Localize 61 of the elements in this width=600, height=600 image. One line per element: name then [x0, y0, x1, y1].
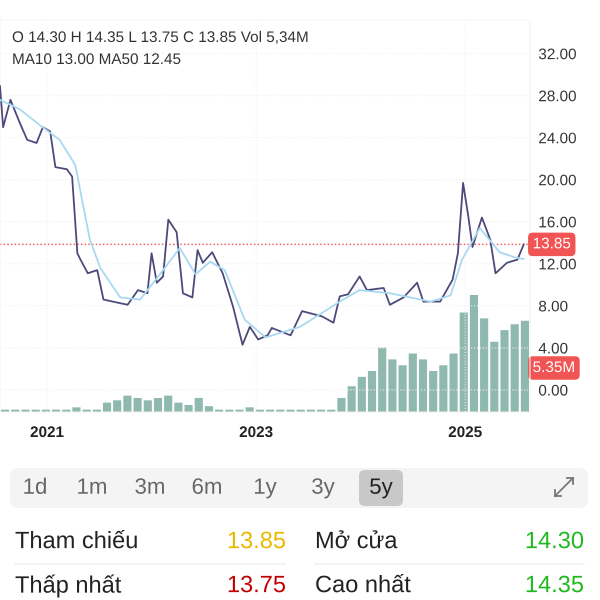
text: Cao nhất [316, 574, 411, 592]
bar [398, 365, 407, 412]
annotation: MA10 13.00 MA50 12.45 [13, 53, 180, 64]
bar [204, 406, 214, 412]
y-tick-label: 4.00 [538, 342, 568, 354]
x-tick-label: 2021 [30, 426, 64, 438]
y-tick-label: 24.00 [539, 132, 576, 144]
bar [449, 354, 458, 412]
bar [123, 396, 132, 412]
bar [500, 330, 509, 412]
category-label: 1d [24, 478, 46, 494]
bar [429, 371, 438, 412]
y-tick-label: 28.00 [539, 90, 576, 102]
bar [113, 400, 122, 412]
y-tick-label: 12.00 [540, 258, 576, 270]
text: 13.75 [228, 576, 286, 592]
category-label: 6m [192, 478, 221, 494]
y-tick-label: 20.00 [539, 174, 576, 186]
bar [470, 295, 478, 412]
text: 14.30 [526, 532, 584, 548]
bar [439, 365, 448, 412]
bar [358, 376, 366, 412]
bar [480, 318, 488, 412]
bar [460, 312, 468, 412]
y-tick-label: 8.00 [538, 300, 568, 312]
bar [144, 400, 152, 412]
bar [368, 371, 376, 412]
category-label: 3m [135, 478, 164, 494]
bar [520, 320, 529, 412]
y-tick-label: 32.00 [538, 48, 576, 60]
bar [164, 396, 172, 412]
annotation: O 14.30 H 14.35 L 13.75 C 13.85 Vol 5,34M [12, 30, 308, 44]
ref-line-label: 13.85 [534, 238, 570, 248]
bar [418, 359, 428, 412]
bar [174, 402, 182, 412]
bar [408, 354, 417, 412]
x-tick-label: 2023 [240, 426, 273, 438]
bar [134, 398, 142, 412]
category-label: 3y [312, 478, 335, 498]
category-label: 5y [370, 478, 393, 498]
text: 14.35 [526, 576, 584, 592]
bar [194, 398, 203, 412]
y-tick-label: 0.00 [538, 384, 568, 396]
text: Mở cửa [316, 530, 398, 548]
text: Thấp nhất [16, 574, 122, 598]
bar [510, 324, 519, 412]
y-tick-label: 16.00 [540, 216, 576, 228]
category-label: 1y [254, 478, 277, 498]
text: 13.85 [228, 532, 286, 548]
bar [388, 359, 396, 412]
x-tick-label: 2025 [448, 426, 482, 438]
bar [102, 402, 112, 412]
bar [348, 386, 356, 412]
bar [490, 342, 498, 412]
text: Tham chiếu [16, 530, 137, 548]
text: 5.35M [533, 361, 574, 372]
bar [154, 398, 162, 412]
bar [378, 348, 386, 412]
bar [337, 398, 346, 412]
bar [184, 404, 193, 412]
category-label: 1m [78, 478, 106, 494]
